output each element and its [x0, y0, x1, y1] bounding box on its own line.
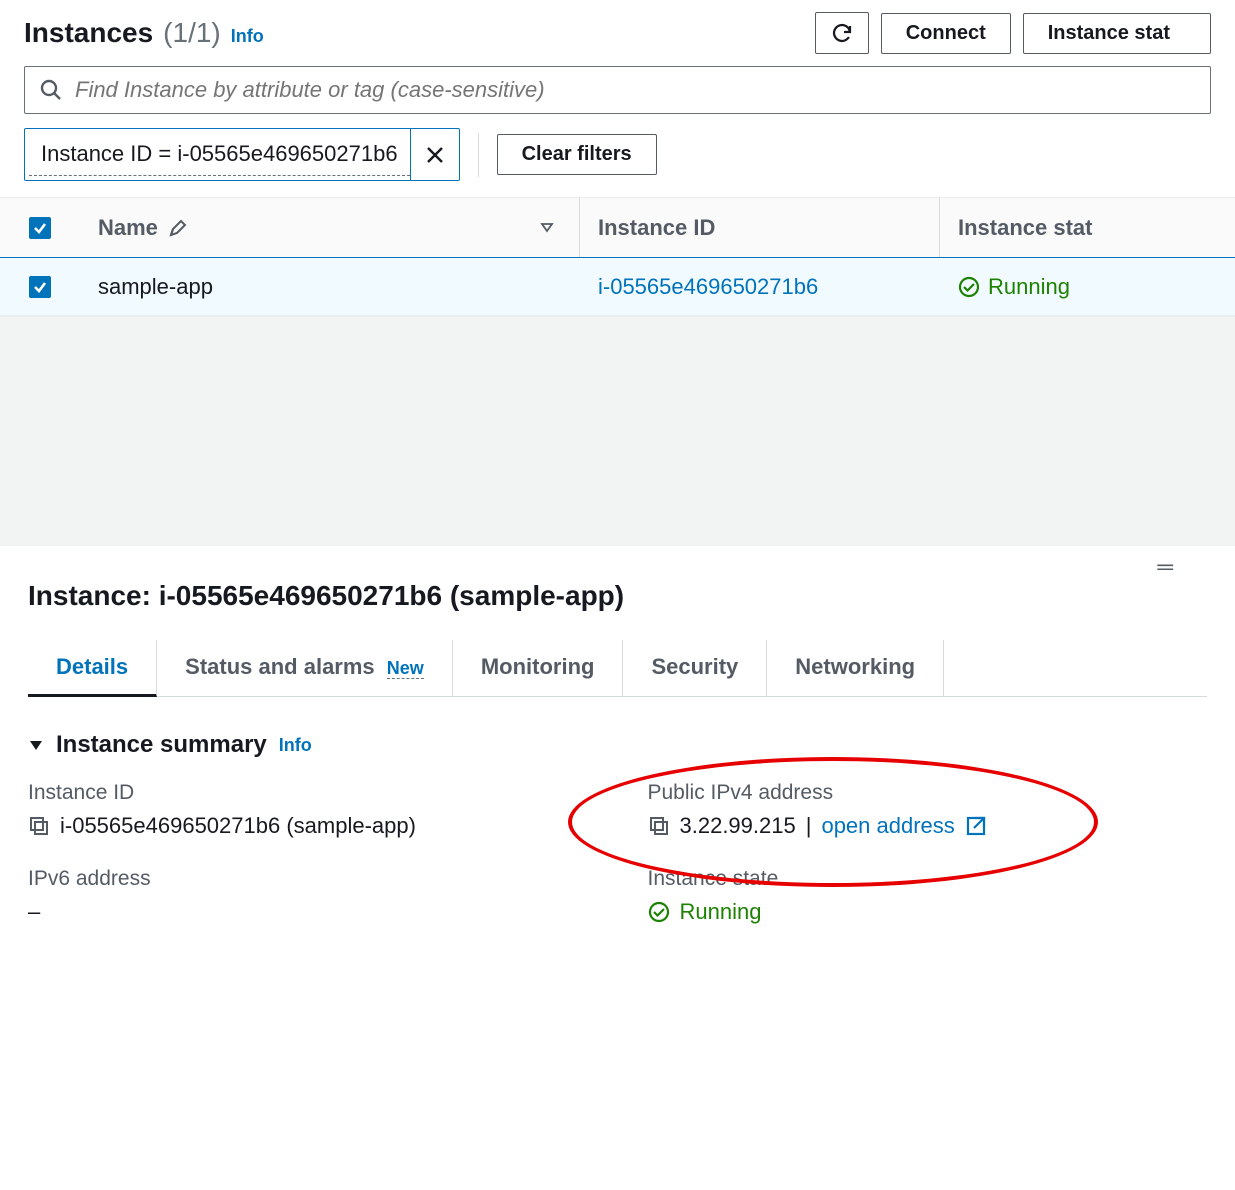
instance-state-button[interactable]: Instance stat	[1023, 13, 1211, 54]
summary-info-link[interactable]: Info	[279, 735, 312, 756]
column-header-state-label: Instance stat	[958, 215, 1093, 241]
caret-down-icon[interactable]	[28, 737, 44, 753]
state-text: Running	[680, 899, 762, 925]
state-text: Running	[988, 274, 1070, 300]
cell-state: Running	[940, 258, 1235, 315]
column-header-name-label: Name	[98, 215, 158, 241]
field-ipv4: Public IPv4 address 3.22.99.215 | open a…	[648, 781, 1208, 839]
tab-networking[interactable]: Networking	[767, 640, 944, 696]
column-header-name[interactable]: Name	[80, 198, 580, 257]
field-state: Instance state Running	[648, 867, 1208, 925]
summary-col-left: Instance ID i-05565e469650271b6 (sample-…	[28, 781, 588, 925]
ipv4-value: 3.22.99.215 | open address	[648, 813, 1208, 839]
tabs: Details Status and alarms New Monitoring…	[28, 640, 1207, 697]
new-badge: New	[387, 658, 424, 679]
ipv6-label: IPv6 address	[28, 867, 588, 891]
column-header-id[interactable]: Instance ID	[580, 198, 940, 257]
tab-monitoring[interactable]: Monitoring	[453, 640, 624, 696]
ipv4-label: Public IPv4 address	[648, 781, 1208, 805]
summary-title: Instance summary	[56, 731, 267, 759]
refresh-button[interactable]	[815, 12, 869, 54]
table-row[interactable]: sample-app i-05565e469650271b6 Running	[0, 258, 1235, 316]
check-circle-icon	[648, 901, 670, 923]
table-header-row: Name Instance ID Instance stat	[0, 198, 1235, 258]
filter-chip: Instance ID = i-05565e469650271b6	[24, 128, 460, 181]
field-ipv6: IPv6 address –	[28, 867, 588, 925]
field-instance-id: Instance ID i-05565e469650271b6 (sample-…	[28, 781, 588, 839]
ipv6-value: –	[28, 899, 588, 925]
refresh-icon	[830, 21, 854, 45]
close-icon	[425, 145, 445, 165]
tab-status-label: Status and alarms	[185, 654, 375, 679]
sort-icon[interactable]	[539, 215, 555, 241]
instances-table: Name Instance ID Instance stat sample-ap…	[0, 197, 1235, 316]
select-all-checkbox[interactable]	[0, 198, 80, 257]
summary-col-right: Public IPv4 address 3.22.99.215 | open a…	[648, 781, 1208, 925]
instance-id-label: Instance ID	[28, 781, 588, 805]
divider	[478, 133, 479, 177]
edit-icon	[168, 218, 188, 238]
copy-icon[interactable]	[648, 815, 670, 837]
summary-header: Instance summary Info	[28, 731, 1207, 759]
check-circle-icon	[958, 276, 980, 298]
open-address-link[interactable]: open address	[821, 813, 954, 839]
column-header-id-label: Instance ID	[598, 215, 715, 241]
filter-chip-text: Instance ID = i-05565e469650271b6	[29, 133, 410, 176]
state-label: Instance state	[648, 867, 1208, 891]
info-link[interactable]: Info	[231, 26, 264, 47]
detail-panel: ═ Instance: i-05565e469650271b6 (sample-…	[0, 546, 1235, 925]
page-title: Instances	[24, 17, 153, 49]
instance-id-text: i-05565e469650271b6 (sample-app)	[60, 813, 416, 839]
instance-summary: Instance summary Info Instance ID i-0556…	[28, 697, 1207, 925]
filter-chip-remove[interactable]	[410, 129, 459, 180]
filter-row: Instance ID = i-05565e469650271b6 Clear …	[0, 128, 1235, 197]
cell-instance-id[interactable]: i-05565e469650271b6	[580, 258, 940, 315]
state-value: Running	[648, 899, 1208, 925]
copy-icon[interactable]	[28, 815, 50, 837]
search-input[interactable]	[75, 77, 1196, 103]
connect-button[interactable]: Connect	[881, 13, 1011, 54]
tab-status[interactable]: Status and alarms New	[157, 640, 453, 696]
search-box[interactable]	[24, 66, 1211, 114]
title-section: Instances (1/1) Info	[24, 17, 803, 49]
empty-area	[0, 316, 1235, 546]
header: Instances (1/1) Info Connect Instance st…	[0, 0, 1235, 66]
external-link-icon	[965, 815, 987, 837]
pipe: |	[806, 813, 812, 839]
search-row	[0, 66, 1235, 128]
tab-details[interactable]: Details	[28, 640, 157, 697]
clear-filters-button[interactable]: Clear filters	[497, 134, 657, 175]
instance-id-value: i-05565e469650271b6 (sample-app)	[28, 813, 588, 839]
ipv4-text: 3.22.99.215	[680, 813, 796, 839]
detail-title: Instance: i-05565e469650271b6 (sample-ap…	[28, 580, 1207, 612]
column-header-state[interactable]: Instance stat	[940, 198, 1235, 257]
row-checkbox[interactable]	[0, 258, 80, 315]
cell-name: sample-app	[80, 258, 580, 315]
search-icon	[39, 78, 63, 102]
drag-handle-icon[interactable]: ═	[1157, 554, 1175, 580]
summary-grid: Instance ID i-05565e469650271b6 (sample-…	[28, 781, 1207, 925]
page-count: (1/1)	[163, 17, 221, 49]
tab-security[interactable]: Security	[623, 640, 767, 696]
